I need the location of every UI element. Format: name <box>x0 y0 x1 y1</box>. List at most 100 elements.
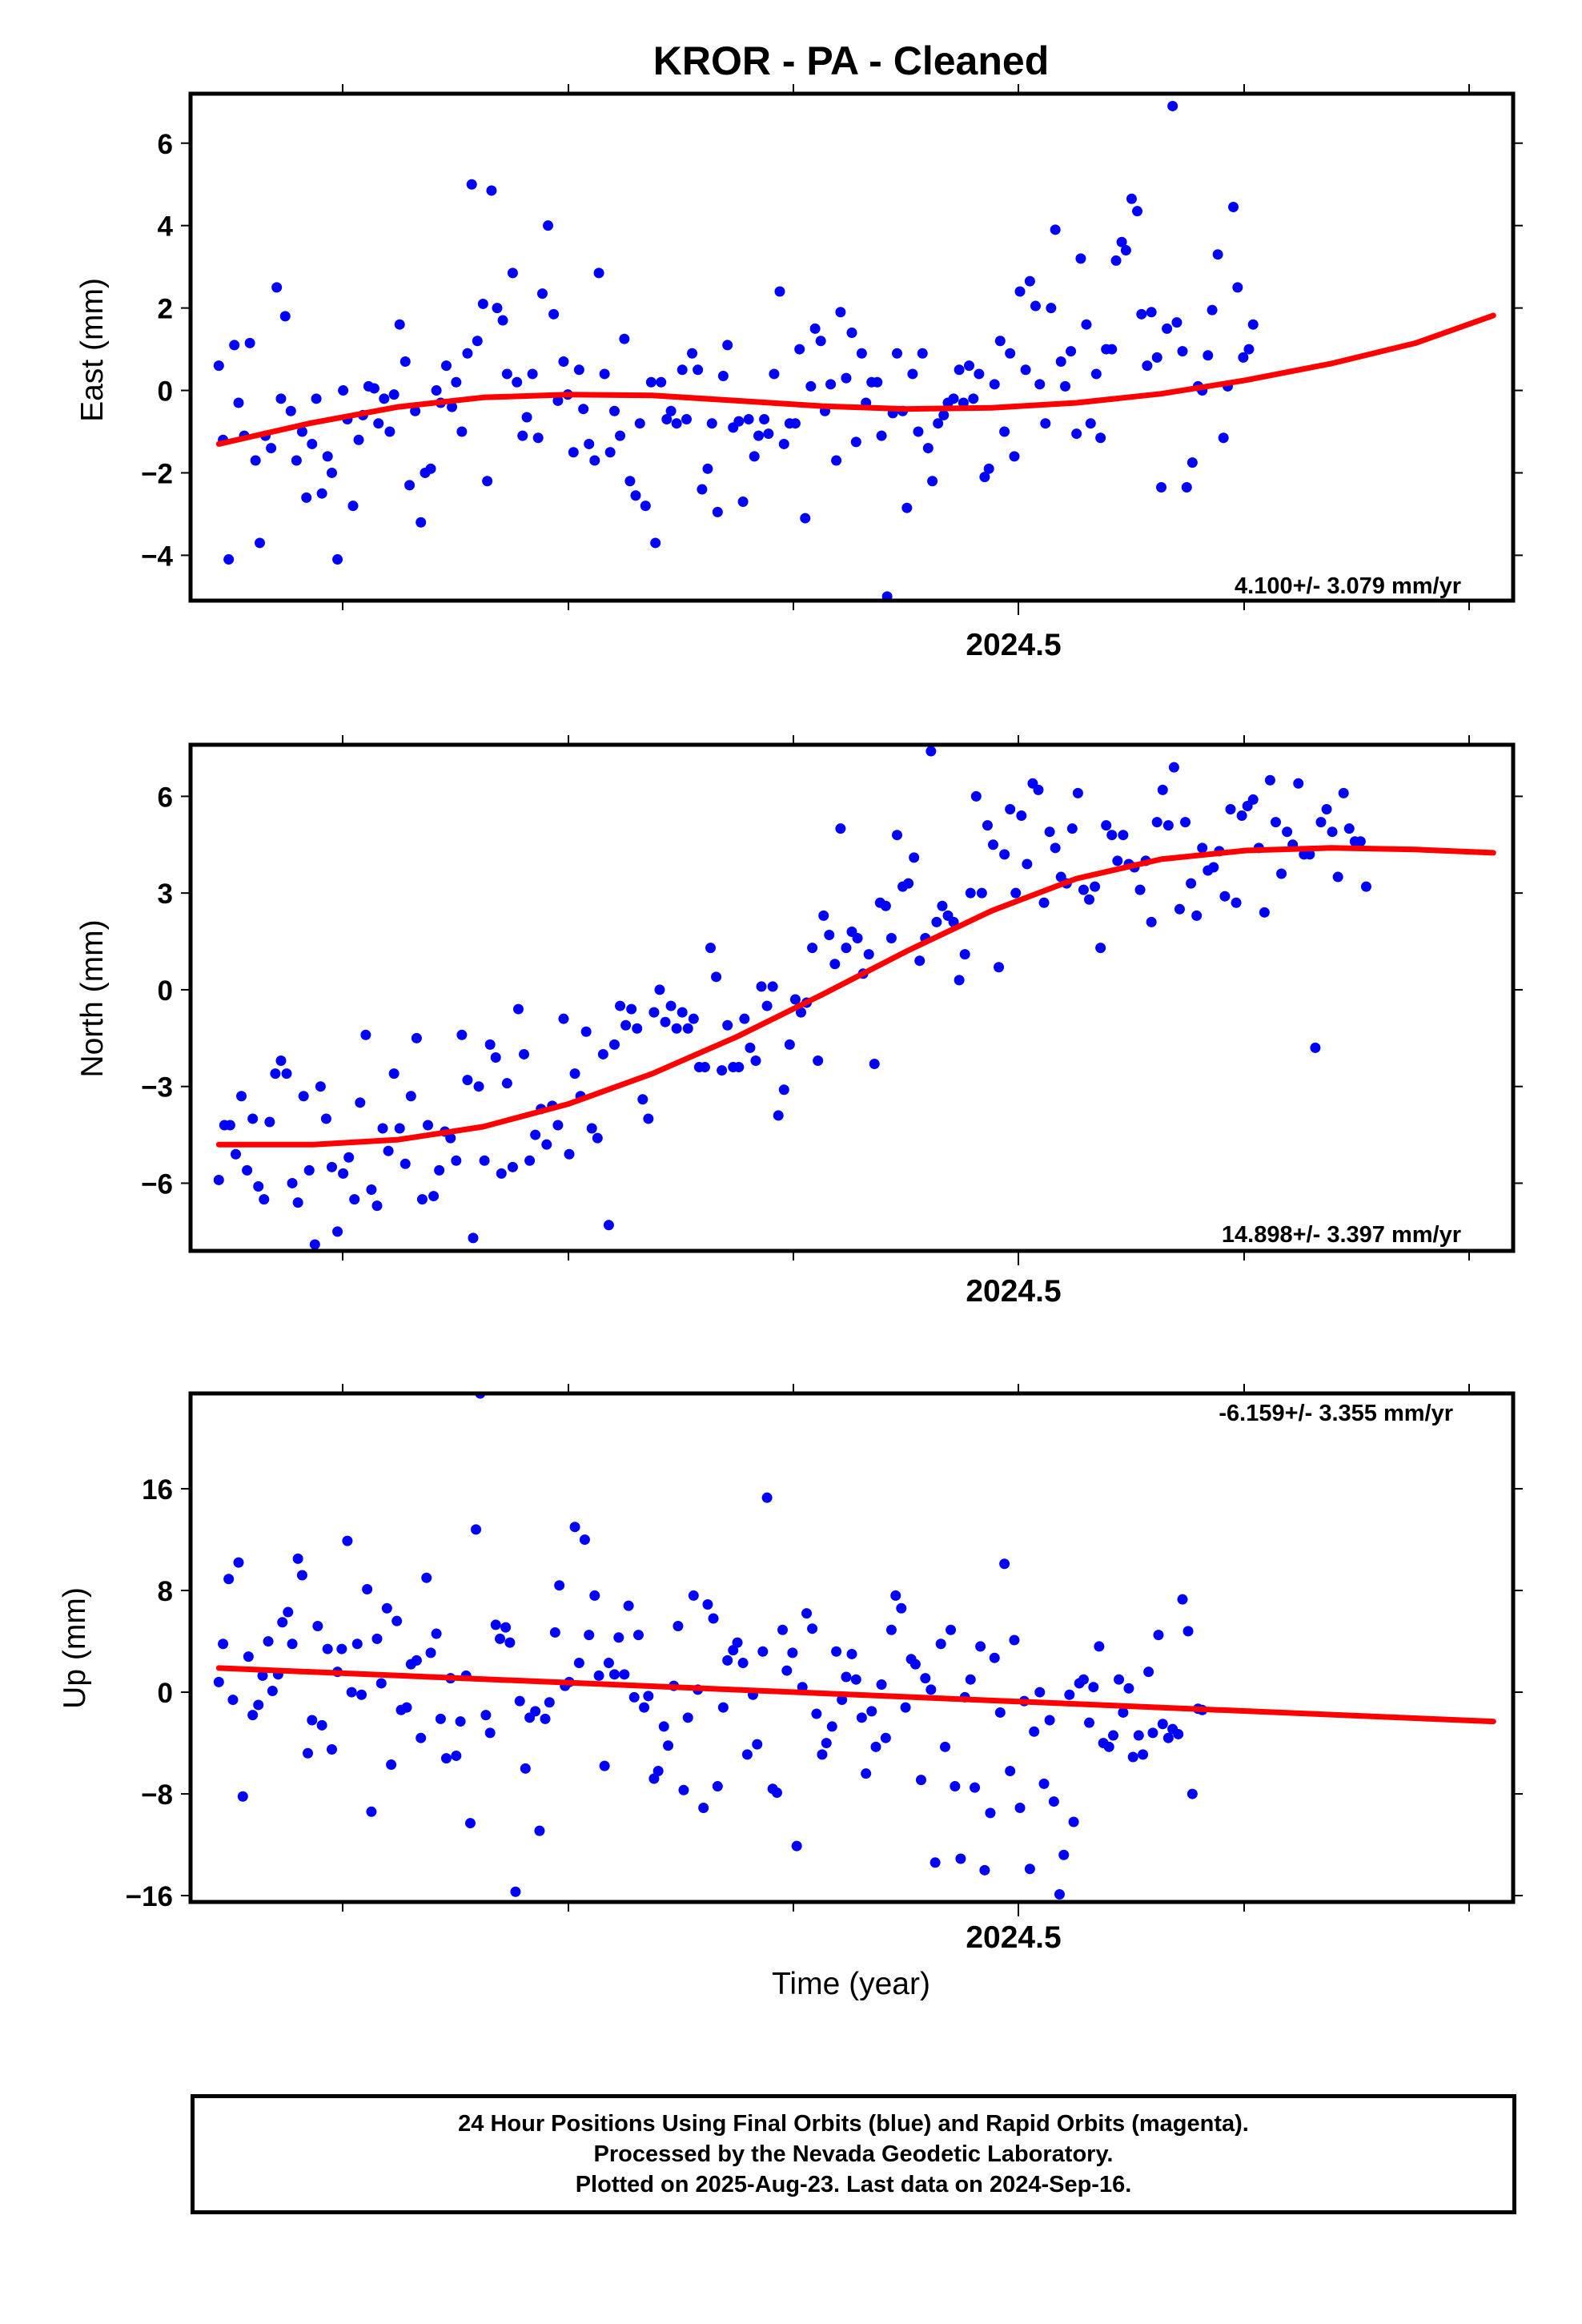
east-data-point <box>517 430 528 441</box>
up-data-point <box>870 1741 881 1752</box>
east-data-point <box>1238 352 1249 363</box>
east-data-point <box>841 372 852 384</box>
east-data-point <box>316 488 327 499</box>
up-data-point <box>375 1678 387 1689</box>
up-data-point <box>682 1712 693 1723</box>
north-data-point <box>976 887 987 899</box>
x-axis-label: Time (year) <box>772 1967 930 2001</box>
east-data-point <box>825 379 837 390</box>
north-data-point <box>824 930 835 941</box>
east-data-point <box>815 336 826 347</box>
east-data-point <box>1106 344 1118 355</box>
up-data-point <box>253 1699 264 1711</box>
east-data-point <box>963 360 974 372</box>
north-data-point <box>1293 778 1304 789</box>
east-data-point <box>1055 356 1066 368</box>
north-data-point <box>841 943 852 954</box>
up-data-point <box>652 1765 664 1776</box>
up-data-point <box>510 1886 521 1897</box>
east-data-point <box>809 323 821 334</box>
up-data-point <box>218 1638 229 1650</box>
east-data-point <box>578 404 589 415</box>
north-data-point <box>490 1051 501 1063</box>
up-data-point <box>841 1671 852 1683</box>
north-data-point <box>1022 858 1033 870</box>
north-data-point <box>275 1055 287 1066</box>
east-data-point <box>697 484 708 495</box>
north-data-point <box>880 900 891 911</box>
east-data-point <box>1071 428 1082 440</box>
up-data-point <box>307 1715 318 1726</box>
east-data-point <box>1014 286 1026 297</box>
chart-title: KROR - PA - Cleaned <box>653 38 1049 83</box>
north-data-point <box>552 1120 564 1131</box>
up-data-point <box>712 1781 723 1792</box>
east-data-point <box>373 418 384 429</box>
east-data-point <box>250 455 261 466</box>
north-data-point <box>519 1048 530 1059</box>
up-rate-label: -6.159+/- 3.355 mm/yr <box>1219 1401 1453 1426</box>
up-data-point <box>741 1749 753 1760</box>
north-data-point <box>355 1097 366 1108</box>
up-data-point <box>1044 1715 1055 1726</box>
up-data-point <box>1118 1707 1129 1718</box>
up-data-point <box>915 1775 926 1786</box>
north-data-point <box>1282 826 1293 838</box>
east-data-point <box>589 455 600 466</box>
north-data-point <box>739 1013 750 1024</box>
up-data-point <box>1186 1788 1198 1799</box>
east-data-point <box>285 405 296 416</box>
east-data-point <box>974 368 985 380</box>
east-data-point <box>1228 202 1239 213</box>
up-data-point <box>603 1658 614 1669</box>
east-data-point <box>737 496 749 507</box>
east-data-point <box>938 409 950 420</box>
up-data-point <box>846 1648 857 1659</box>
north-data-point <box>332 1226 343 1237</box>
east-frame <box>188 91 1516 603</box>
north-data-point <box>717 1065 728 1076</box>
north-data-point <box>999 849 1010 860</box>
east-data-point <box>831 455 842 466</box>
north-data-point <box>564 1148 575 1160</box>
up-data-point <box>464 1818 476 1829</box>
up-data-point <box>326 1744 337 1755</box>
up-data-point <box>1038 1778 1050 1789</box>
up-data-point <box>850 1674 861 1685</box>
up-data-point <box>866 1706 877 1717</box>
up-data-point <box>1034 1687 1046 1698</box>
up-y-tick-label: −8 <box>141 1779 173 1811</box>
north-data-point <box>236 1091 247 1102</box>
east-data-point <box>681 414 692 425</box>
north-data-point <box>496 1168 507 1179</box>
up-data-point <box>930 1857 941 1868</box>
east-data-point <box>907 368 918 380</box>
north-data-point <box>654 984 665 995</box>
up-data-point <box>247 1710 259 1721</box>
north-data-point <box>937 900 948 911</box>
east-fit-line <box>215 312 1496 447</box>
north-data-point <box>926 746 937 757</box>
up-data-point <box>416 1732 427 1743</box>
north-data-point <box>473 1081 484 1092</box>
north-data-point <box>411 1032 422 1043</box>
north-data-point <box>914 955 926 967</box>
east-data-point <box>1075 253 1086 264</box>
north-data-point <box>423 1120 434 1131</box>
up-data-point <box>292 1553 303 1564</box>
east-data-point <box>743 414 754 425</box>
up-data-point <box>554 1580 565 1591</box>
north-data-point <box>400 1158 411 1169</box>
up-data-point <box>421 1572 432 1583</box>
north-data-point <box>405 1091 416 1102</box>
east-data-point <box>492 303 503 314</box>
east-data-point <box>702 463 713 474</box>
north-data-point <box>665 1000 677 1011</box>
up-data-point <box>965 1674 976 1685</box>
east-data-point <box>486 185 497 196</box>
up-data-point <box>366 1806 377 1817</box>
up-data-point <box>648 1773 660 1784</box>
north-data-point <box>813 1055 824 1066</box>
east-data-point <box>543 220 554 231</box>
